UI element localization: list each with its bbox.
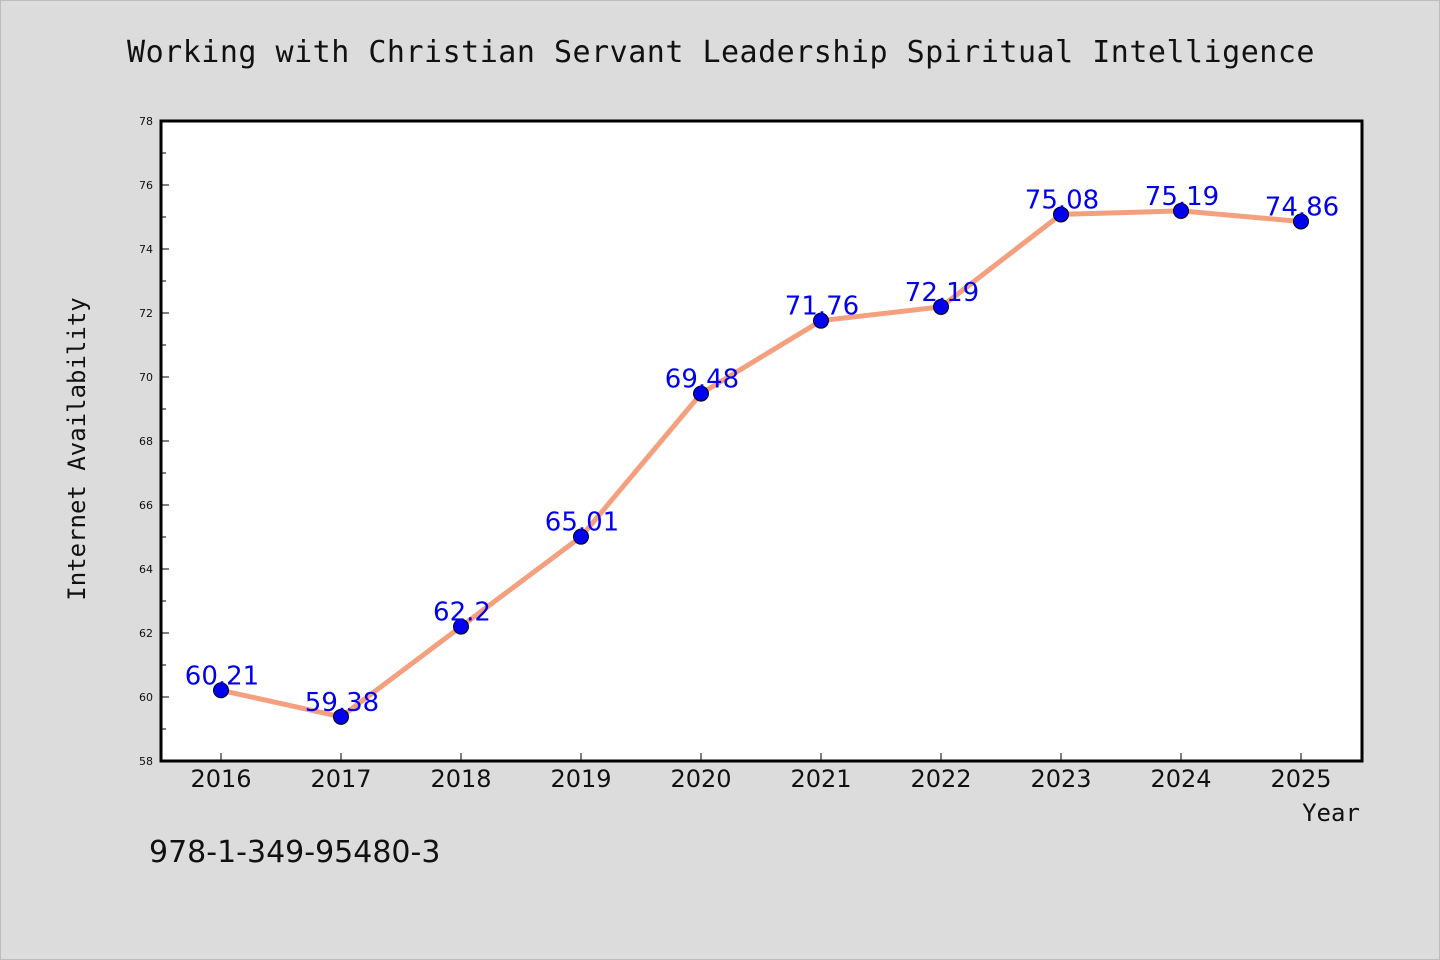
data-point — [1173, 202, 1189, 219]
data-point — [1053, 206, 1069, 223]
y-tick-label: 76 — [139, 179, 153, 192]
y-tick-label: 74 — [139, 243, 153, 256]
series-line — [218, 208, 1304, 720]
data-point — [333, 708, 349, 725]
data-label: 59.38 — [305, 688, 379, 718]
data-point — [693, 385, 709, 402]
x-tick-label: 2023 — [1030, 765, 1091, 793]
x-tick-label: 2022 — [910, 765, 971, 793]
data-point — [813, 312, 829, 329]
data-point — [453, 618, 469, 635]
y-tick-label: 78 — [139, 115, 153, 128]
x-tick-label: 2021 — [790, 765, 851, 793]
y-tick-label: 70 — [139, 371, 153, 384]
data-label: 69.48 — [665, 365, 739, 395]
y-tick-label: 66 — [139, 499, 153, 512]
y-tick-label: 72 — [139, 307, 153, 320]
isbn-text: 978-1-349-95480-3 — [149, 835, 441, 870]
x-tick-label: 2025 — [1270, 765, 1331, 793]
x-tick-label: 2016 — [190, 765, 251, 793]
data-label: 60.21 — [185, 661, 259, 691]
data-label: 72.19 — [905, 278, 979, 308]
x-tick-label: 2018 — [430, 765, 491, 793]
y-tick-label: 64 — [139, 563, 153, 576]
x-tick-label: 2019 — [550, 765, 611, 793]
y-axis-label: Internet Availability — [63, 297, 91, 600]
data-label: 74.86 — [1265, 192, 1339, 222]
data-label: 65.01 — [545, 508, 619, 538]
data-labels: 60.21 59.38 62.2 65.01 69.48 71.76 72.19 75.08 7… — [185, 182, 1339, 718]
data-point — [213, 682, 229, 699]
chart-title: Working with Christian Servant Leadershi… — [127, 35, 1315, 70]
y-tick-label: 62 — [139, 627, 153, 640]
data-label: 75.19 — [1145, 182, 1219, 212]
data-point — [573, 528, 589, 545]
data-markers — [213, 202, 1309, 725]
y-tick-label: 58 — [139, 755, 153, 768]
y-axis-ticks: 58 60 62 64 66 68 70 72 74 76 78 — [139, 115, 169, 768]
y-tick-label: 68 — [139, 435, 153, 448]
x-tick-label: 2024 — [1150, 765, 1211, 793]
plot-area — [159, 119, 1364, 763]
x-axis-label: Year — [1302, 799, 1360, 827]
x-tick-label: 2017 — [310, 765, 371, 793]
data-label: 62.2 — [433, 598, 491, 628]
x-axis-ticks: 2016 2017 2018 2019 2020 2021 2022 2023 2024 2025 — [190, 753, 1332, 793]
y-tick-label: 60 — [139, 691, 153, 704]
data-point — [1293, 213, 1309, 230]
data-label: 75.08 — [1025, 185, 1099, 215]
data-label: 71.76 — [785, 292, 859, 322]
data-point — [933, 298, 949, 315]
x-tick-label: 2020 — [670, 765, 731, 793]
